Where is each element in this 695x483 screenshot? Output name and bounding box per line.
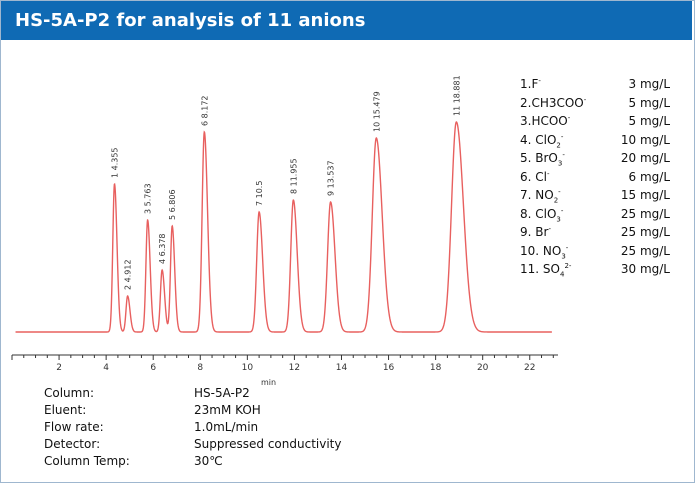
legend-concentration: 30 mg/L [620,262,670,276]
legend-charge: - [565,243,569,252]
legend-ion-name: 6. Cl- [520,169,550,184]
legend-ion-name: 3.HCOO- [520,114,571,128]
x-tick-label: 8 [197,363,203,373]
x-tick-label: 22 [524,363,535,373]
legend-subscript: 3 [556,214,561,223]
x-tick-label: 18 [430,363,442,373]
legend-ion-name: 8. ClO3- [520,206,564,223]
legend-concentration: 25 mg/L [620,206,670,221]
legend-item: 2.CH3COO- 5 mg/L [520,96,670,115]
legend-ion-name: 5. BrO3- [520,151,565,168]
peak-label: 7 10.5 [255,181,264,206]
x-tick-label: 14 [336,363,348,373]
x-tick-label: 10 [242,363,254,373]
legend-concentration: 20 mg/L [620,151,670,165]
legend-charge: - [560,206,564,215]
legend-item: 1.F- 3 mg/L [520,77,670,96]
x-tick-label: 6 [150,363,156,373]
condition-value: HS-5A-P2 [194,386,250,400]
legend-charge: - [560,132,564,141]
legend-item: 10. NO3- 25 mg/L [520,244,670,263]
chromatogram-trace [15,121,552,333]
legend-charge: - [548,225,551,233]
legend-charge: - [583,95,587,104]
legend-concentration: 6 mg/L [628,169,670,184]
condition-value: 1.0mL/min [194,420,259,434]
legend-ion-name: 11. SO42- [520,262,572,279]
condition-row: Flow rate: 1.0mL/min [44,420,374,437]
x-tick-label: 16 [383,363,395,373]
legend-item: 11. SO42- 30 mg/L [520,262,670,281]
condition-label: Column: [44,386,94,400]
x-tick-label: 12 [289,363,300,373]
condition-label: Detector: [44,437,101,451]
legend-charge: - [562,151,565,159]
peak-label: 3 5.763 [144,183,153,214]
condition-value: 30℃ [194,454,223,468]
legend-concentration: 3 mg/L [628,77,670,91]
legend-item: 4. ClO2- 10 mg/L [520,133,670,152]
condition-value: Suppressed conductivity [194,437,342,451]
legend-subscript: 3 [561,251,566,260]
condition-label: Column Temp: [44,454,130,468]
x-tick-label: 2 [56,363,62,373]
legend-concentration: 25 mg/L [620,243,670,258]
legend-charge: 2- [564,262,572,270]
legend-subscript: 2 [556,140,561,149]
condition-row: Detector: Suppressed conductivity [44,437,374,454]
peak-label: 8 11.955 [289,158,298,194]
legend-charge: - [546,169,550,178]
condition-value: 23mM KOH [194,403,261,417]
anion-legend: 1.F- 3 mg/L 2.CH3COO- 5 mg/L 3.HCOO- 5 mg/L 4.… [520,77,670,281]
legend-charge: - [558,188,561,196]
legend-ion-name: 2.CH3COO- [520,95,587,110]
legend-concentration: 15 mg/L [620,188,670,202]
legend-concentration: 5 mg/L [628,114,670,128]
legend-ion-name: 1.F- [520,77,541,91]
peak-label: 10 15.479 [372,91,381,132]
legend-charge: - [538,77,541,85]
trace-line [15,121,552,333]
condition-row: Eluent: 23mM KOH [44,403,374,420]
x-tick-label: 20 [477,363,489,373]
x-tick-label: 4 [103,363,109,373]
legend-charge: - [567,114,571,122]
condition-row: Column: HS-5A-P2 [44,386,374,403]
legend-item: 7. NO2- 15 mg/L [520,188,670,207]
peak-label: 6 8.172 [200,95,209,126]
legend-concentration: 10 mg/L [620,132,670,147]
legend-concentration: 5 mg/L [628,95,670,110]
peak-label: 5 6.806 [168,189,177,220]
peak-label: 2 4.912 [124,259,133,290]
condition-label: Flow rate: [44,420,104,434]
peak-label: 11 18.881 [452,75,461,116]
legend-item: 3.HCOO- 5 mg/L [520,114,670,133]
legend-item: 5. BrO3- 20 mg/L [520,151,670,170]
legend-ion-name: 9. Br- [520,225,551,239]
legend-subscript: 3 [557,159,563,168]
condition-label: Eluent: [44,403,87,417]
legend-item: 8. ClO3- 25 mg/L [520,207,670,226]
x-axis-title: min [261,378,276,385]
legend-item: 6. Cl- 6 mg/L [520,170,670,189]
peak-label: 4 6.378 [158,233,167,264]
legend-item: 9. Br- 25 mg/L [520,225,670,244]
legend-subscript: 2 [553,196,559,205]
peak-label: 1 4.355 [110,147,119,178]
legend-concentration: 25 mg/L [620,225,670,239]
run-conditions: Column: HS-5A-P2 Eluent: 23mM KOH Flow rate:… [44,386,374,471]
legend-ion-name: 7. NO2- [520,188,561,205]
peak-labels: 1 4.355 2 4.912 3 5.763 4 6.378 5 6.806 6 8.1… [110,75,461,290]
legend-ion-name: 4. ClO2- [520,132,564,149]
legend-ion-name: 10. NO3- [520,243,569,260]
page-title: HS-5A-P2 for analysis of 11 anions [15,10,366,31]
legend-subscript: 4 [559,270,565,279]
title-bar: HS-5A-P2 for analysis of 11 anions [1,1,692,40]
x-axis: 2 4 6 8 10 12 14 16 18 20 22 min [11,354,558,385]
peak-label: 9 13.537 [327,160,336,196]
condition-row: Column Temp: 30℃ [44,454,374,471]
